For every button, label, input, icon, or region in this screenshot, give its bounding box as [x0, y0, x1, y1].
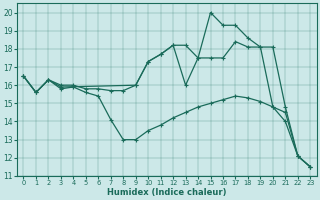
X-axis label: Humidex (Indice chaleur): Humidex (Indice chaleur): [107, 188, 227, 197]
